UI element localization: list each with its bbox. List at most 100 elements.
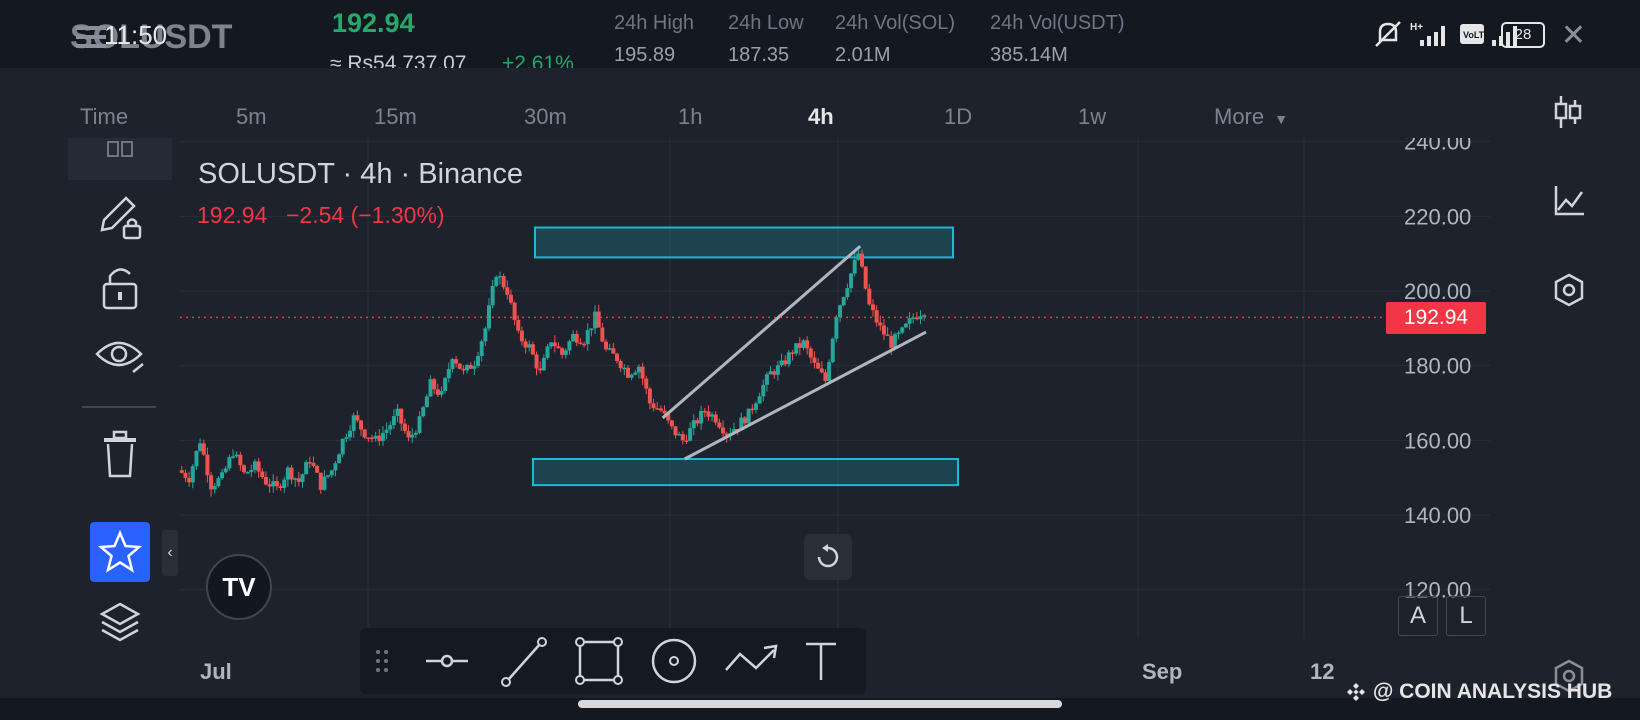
candle-body bbox=[684, 440, 689, 442]
reset-chart-button[interactable] bbox=[804, 534, 852, 580]
candle-body bbox=[582, 343, 587, 346]
candle-body bbox=[399, 408, 404, 424]
star-icon bbox=[98, 530, 142, 573]
tab-4h[interactable]: 4h bbox=[808, 104, 834, 129]
candle-body bbox=[618, 361, 623, 369]
settings-hex-icon[interactable] bbox=[1552, 272, 1586, 313]
candlestick-icon[interactable] bbox=[1552, 92, 1584, 137]
candle-body bbox=[717, 422, 722, 428]
tradingview-logo[interactable]: TV bbox=[206, 554, 272, 620]
candle-body bbox=[625, 367, 630, 378]
tab-30m[interactable]: 30m bbox=[524, 104, 567, 129]
tab-15m[interactable]: 15m bbox=[374, 104, 417, 129]
candle-body bbox=[530, 344, 535, 355]
price-chart[interactable]: 240.00220.00200.00180.00160.00140.00120.… bbox=[0, 138, 1640, 698]
candle-body bbox=[541, 357, 546, 371]
candle-body bbox=[439, 390, 444, 395]
drawing-toolbar bbox=[360, 628, 866, 694]
pair-symbol[interactable]: SOLUSDT bbox=[70, 18, 233, 56]
candle-body bbox=[702, 410, 707, 413]
candle-body bbox=[607, 348, 612, 350]
watermark-text: @ COIN ANALYSIS HUB bbox=[1372, 680, 1613, 703]
candle-body bbox=[764, 374, 769, 385]
circle-icon[interactable] bbox=[651, 638, 697, 684]
ticker-header: SOLUSDT 11:50 192.94 ≈ Rs54,737.07 +2.61… bbox=[0, 0, 1640, 75]
candle-body bbox=[761, 384, 766, 397]
tab-more[interactable]: More ▼ bbox=[1214, 104, 1288, 130]
candle-body bbox=[428, 379, 433, 397]
close-icon[interactable]: ✕ bbox=[1560, 19, 1586, 52]
collapse-toolbar-button[interactable]: ‹ bbox=[162, 530, 178, 576]
candle-body bbox=[359, 420, 364, 430]
draw-lock-icon[interactable] bbox=[68, 190, 172, 242]
chart-settings-icon[interactable] bbox=[1552, 658, 1586, 699]
log-scale-button[interactable]: L bbox=[1446, 596, 1486, 636]
path-icon[interactable] bbox=[725, 644, 778, 671]
stat-label-low: 24h Low bbox=[728, 12, 804, 34]
candle-body bbox=[662, 410, 667, 414]
candle-body bbox=[534, 354, 539, 369]
candle-body bbox=[812, 357, 817, 363]
tab-1d[interactable]: 1D bbox=[944, 104, 973, 129]
candle-body bbox=[644, 378, 649, 389]
stat-label-vol-sol: 24h Vol(SOL) bbox=[835, 12, 956, 34]
trendline bbox=[683, 330, 927, 461]
candle-body bbox=[651, 403, 656, 409]
toolbar-collapsed-item[interactable] bbox=[68, 138, 172, 180]
horizontal-line-icon[interactable] bbox=[426, 654, 468, 668]
candle-body bbox=[369, 437, 374, 440]
tab-1h[interactable]: 1h bbox=[678, 104, 703, 129]
home-indicator[interactable] bbox=[578, 700, 1062, 708]
text-tool-icon[interactable] bbox=[806, 642, 836, 680]
candle-body bbox=[563, 350, 568, 355]
mute-icon bbox=[1372, 18, 1404, 55]
candle-body bbox=[278, 486, 283, 488]
candle-body bbox=[867, 288, 872, 305]
auto-scale-button[interactable]: A bbox=[1398, 596, 1438, 636]
drag-handle-icon[interactable] bbox=[376, 650, 388, 672]
svg-text:H+: H+ bbox=[1410, 22, 1423, 33]
candle-body bbox=[860, 253, 865, 267]
candle-body bbox=[885, 334, 890, 336]
watermark: @ COIN ANALYSIS HUB bbox=[1345, 680, 1612, 704]
candle-body bbox=[505, 287, 510, 295]
favorites-button[interactable] bbox=[90, 522, 150, 582]
candle-body bbox=[604, 341, 609, 350]
y-tick-label: 160.00 bbox=[1404, 428, 1471, 453]
candle-body bbox=[523, 341, 528, 348]
tab-5m[interactable]: 5m bbox=[236, 104, 267, 129]
tab-time[interactable]: Time bbox=[80, 104, 129, 129]
last-price-tag: 192.94 bbox=[1386, 302, 1486, 334]
unlock-icon[interactable] bbox=[68, 264, 172, 312]
candle-body bbox=[527, 344, 532, 348]
menu-icon[interactable] bbox=[76, 24, 106, 55]
candle-body bbox=[922, 315, 927, 317]
candle-body bbox=[366, 437, 371, 440]
candle-body bbox=[805, 340, 810, 349]
candle-body bbox=[838, 305, 843, 318]
stat-value-high: 195.89 bbox=[614, 44, 676, 66]
indicators-icon[interactable] bbox=[1552, 182, 1586, 223]
candle-body bbox=[388, 425, 393, 430]
candle-body bbox=[421, 407, 426, 417]
stat-value-low: 187.35 bbox=[728, 44, 790, 66]
signal-icon: H+ VoLTE bbox=[1410, 20, 1570, 53]
layers-icon[interactable] bbox=[68, 600, 172, 646]
status-time: 11:50 bbox=[104, 20, 168, 50]
eye-icon[interactable] bbox=[68, 334, 172, 380]
candle-body bbox=[249, 469, 254, 473]
trend-line-icon[interactable] bbox=[501, 637, 547, 687]
candle-body bbox=[775, 365, 780, 375]
trash-icon[interactable] bbox=[68, 430, 172, 480]
candle-body bbox=[691, 420, 696, 429]
tab-1w[interactable]: 1w bbox=[1078, 104, 1107, 129]
candle-body bbox=[362, 429, 367, 438]
candle-body bbox=[333, 463, 338, 471]
rectangle-icon[interactable] bbox=[575, 637, 623, 685]
candle-body bbox=[903, 323, 908, 328]
left-toolbar: ‹ bbox=[68, 138, 178, 698]
candle-body bbox=[432, 379, 437, 390]
candle-body bbox=[918, 316, 923, 320]
candle-body bbox=[289, 467, 294, 480]
candle-body bbox=[227, 457, 232, 469]
